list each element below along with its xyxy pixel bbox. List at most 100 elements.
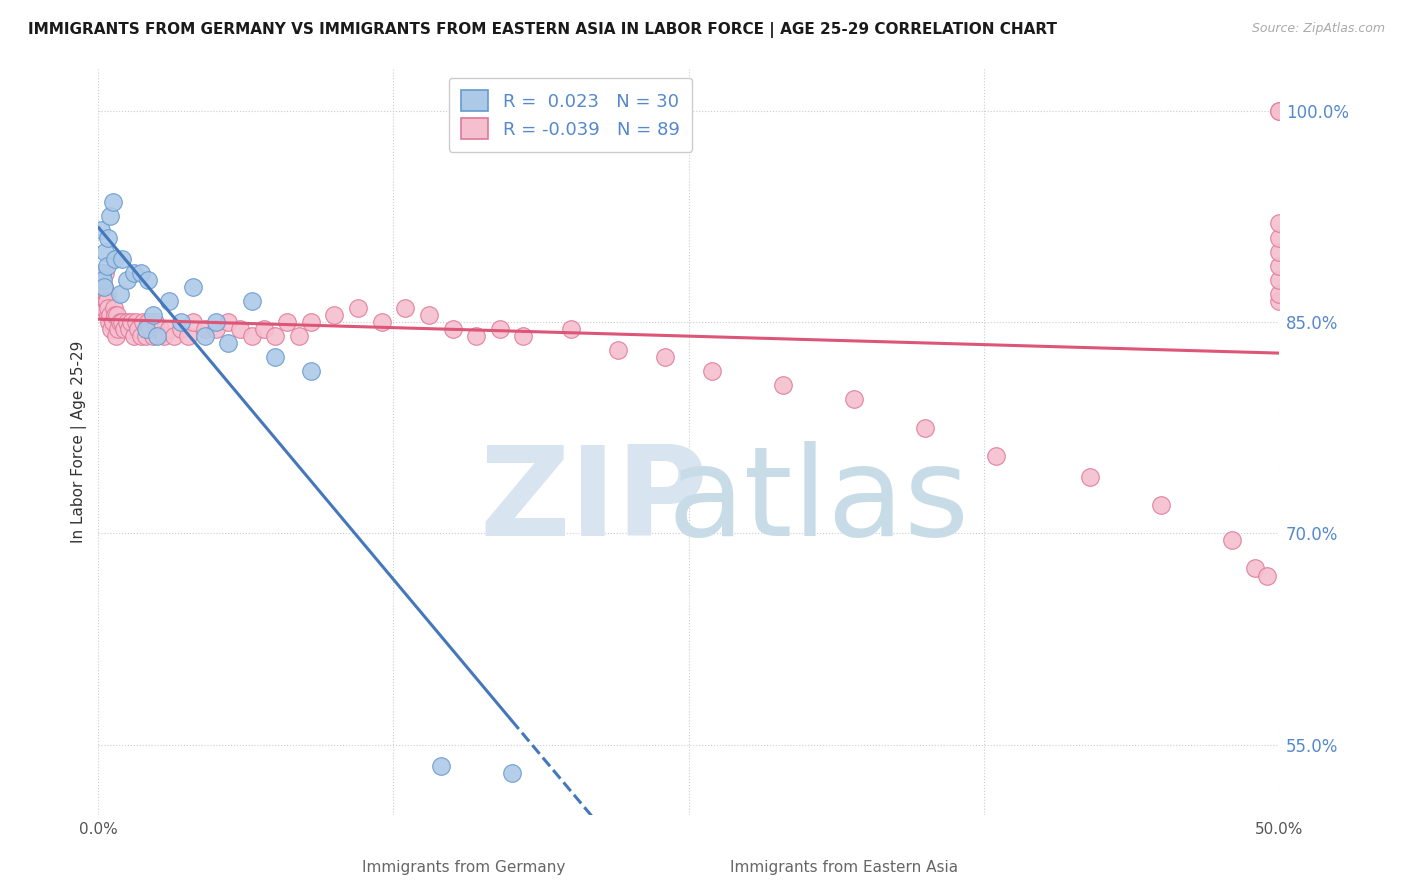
Point	[1256, 568, 1278, 582]
Point	[112, 322, 135, 336]
Point	[1150, 498, 1173, 512]
Point	[91, 301, 114, 315]
Point	[91, 293, 114, 308]
Point	[654, 350, 676, 364]
Point	[135, 329, 157, 343]
Point	[118, 322, 141, 336]
Point	[170, 322, 193, 336]
Y-axis label: In Labor Force | Age 25-29: In Labor Force | Age 25-29	[72, 341, 87, 543]
Point	[606, 343, 628, 358]
Point	[97, 308, 120, 322]
Point	[89, 286, 111, 301]
Point	[370, 315, 392, 329]
Point	[512, 329, 534, 343]
Point	[90, 223, 112, 237]
Point	[170, 315, 193, 329]
Point	[441, 322, 464, 336]
Point	[143, 315, 166, 329]
Point	[136, 315, 159, 329]
Point	[153, 329, 176, 343]
Point	[101, 195, 124, 210]
Point	[163, 329, 186, 343]
Point	[98, 308, 121, 322]
Point	[299, 315, 322, 329]
Point	[90, 266, 112, 280]
Point	[96, 259, 118, 273]
Point	[89, 293, 111, 308]
Point	[288, 329, 311, 343]
Point	[142, 308, 165, 322]
Point	[97, 301, 120, 315]
Point	[276, 315, 298, 329]
Point	[1268, 244, 1291, 259]
Point	[100, 322, 122, 336]
Point	[107, 322, 129, 336]
Point	[103, 301, 125, 315]
Point	[205, 322, 228, 336]
Point	[136, 273, 159, 287]
Point	[91, 273, 114, 287]
Point	[488, 322, 510, 336]
Point	[135, 322, 157, 336]
Point	[1268, 103, 1291, 118]
Point	[93, 280, 115, 294]
Point	[98, 315, 121, 329]
Point	[264, 350, 287, 364]
Point	[108, 315, 131, 329]
Point	[157, 293, 180, 308]
Text: Immigrants from Eastern Asia: Immigrants from Eastern Asia	[730, 861, 957, 875]
Point	[129, 266, 152, 280]
Point	[142, 329, 165, 343]
Point	[1268, 259, 1291, 273]
Point	[177, 329, 200, 343]
Point	[217, 336, 239, 351]
Point	[418, 308, 440, 322]
Point	[194, 322, 217, 336]
Point	[127, 322, 149, 336]
Point	[323, 308, 346, 322]
Point	[94, 244, 117, 259]
Point	[96, 286, 118, 301]
Point	[129, 329, 152, 343]
Point	[229, 322, 252, 336]
Point	[264, 329, 287, 343]
Point	[217, 315, 239, 329]
Point	[842, 392, 865, 407]
Point	[96, 293, 118, 308]
Point	[94, 293, 117, 308]
Point	[122, 266, 145, 280]
Point	[94, 266, 117, 280]
Point	[149, 322, 172, 336]
Point	[1220, 533, 1243, 548]
Point	[132, 315, 155, 329]
Text: atlas: atlas	[668, 441, 970, 562]
Point	[105, 308, 128, 322]
Text: Immigrants from Germany: Immigrants from Germany	[363, 861, 565, 875]
Point	[105, 329, 128, 343]
Point	[984, 449, 1007, 463]
Point	[1078, 470, 1101, 484]
Point	[205, 315, 228, 329]
Text: Source: ZipAtlas.com: Source: ZipAtlas.com	[1251, 22, 1385, 36]
Legend: R =  0.023   N = 30, R = -0.039   N = 89: R = 0.023 N = 30, R = -0.039 N = 89	[449, 78, 692, 152]
Point	[1268, 103, 1291, 118]
Point	[1268, 293, 1291, 308]
Point	[139, 322, 162, 336]
Point	[104, 308, 127, 322]
Point	[94, 286, 117, 301]
Point	[90, 273, 112, 287]
Point	[560, 322, 582, 336]
Point	[115, 273, 138, 287]
Point	[252, 322, 274, 336]
Point	[104, 252, 127, 266]
Point	[181, 280, 204, 294]
Point	[240, 329, 263, 343]
Point	[1268, 273, 1291, 287]
Point	[115, 315, 138, 329]
Point	[1268, 216, 1291, 230]
Point	[93, 280, 115, 294]
Point	[97, 230, 120, 244]
Point	[501, 765, 523, 780]
Point	[1268, 286, 1291, 301]
Point	[101, 315, 124, 329]
